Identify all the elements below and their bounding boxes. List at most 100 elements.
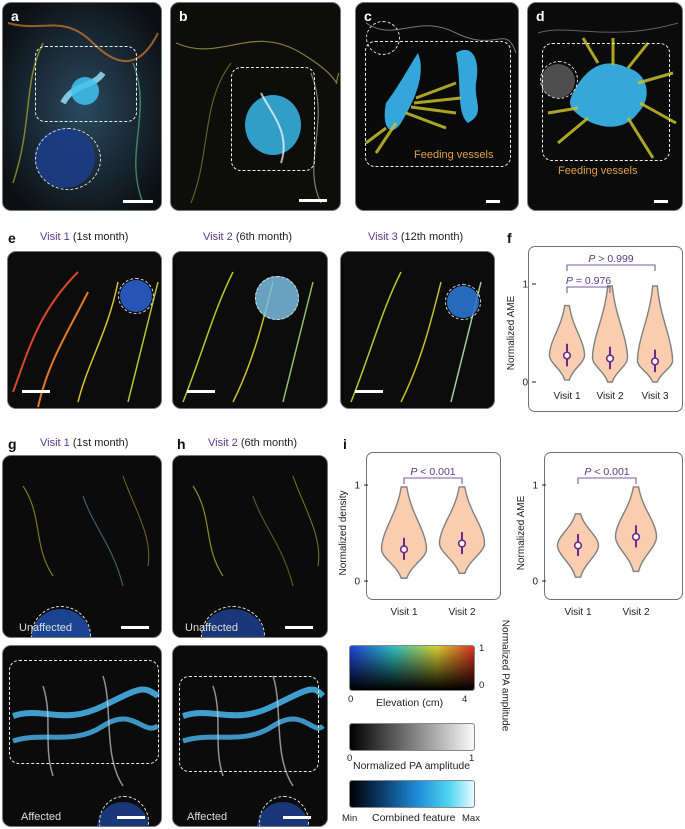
roi-circle-a [35,128,101,190]
roi-circle-c [366,21,400,55]
unaffected-label-g: Unaffected [19,622,73,634]
combined-min: Min [342,813,358,824]
vessel-map-e3 [341,252,494,408]
roi-circle-e3 [445,284,481,320]
visit1-label-g: Visit 1 (1st month) [40,437,129,449]
panel-g-unaffected-image: Unaffected [2,455,162,638]
panel-c-image: Feeding vessels c [355,2,519,211]
p-value-label: P > 0.999 [588,253,633,265]
combined-colorbar [349,780,475,808]
affected-label-h: Affected [187,811,228,823]
vessel-map-c [356,3,518,210]
roi-box-h-affected [179,676,319,772]
scale-bar-e3 [355,390,383,393]
median-point [562,351,572,360]
y-tick-label: 1 [522,280,528,291]
feeding-vessels-label-c: Feeding vessels [414,149,494,161]
vessel-map-g-unaffected [3,456,161,637]
scale-bar-e1 [22,390,50,393]
roi-box-d [542,43,670,161]
x-tick-label: Visit 2 [622,607,649,618]
vessel-map-e2 [173,252,327,408]
combined-max: Max [462,813,480,824]
y-axis-label: Normalized AME [506,295,517,370]
x-tick-label: Visit 2 [596,391,623,402]
pa-side-top: 1 [479,643,485,654]
roi-box-b [231,67,315,171]
chart-f: Normalized AME 0 1 Visit 1 Visit 2 Visit 3 P =… [506,253,674,402]
median-point [650,357,660,366]
scale-bar-g2 [117,816,145,819]
panel-e1-image [7,251,162,409]
roi-circle-e2 [255,276,299,320]
panel-h-unaffected-image: Unaffected [172,455,328,638]
panel-g-affected-image: Affected [2,645,162,827]
significance-bracket [566,286,611,293]
x-tick-label: Visit 1 [564,607,591,618]
chart-i-right: Normalized AME 0 1 Visit 1 Visit 2 P < 0.001 [516,466,658,618]
x-tick-label: Visit 2 [448,607,475,618]
y-axis-label: Normalized AME [516,495,527,570]
roi-circle-e1 [118,278,154,314]
y-tick-label: 0 [354,577,360,588]
feeding-vessels-label-d: Feeding vessels [558,165,638,177]
pa-side-title: Normalized PA amplitude [499,619,511,732]
panel-label-g: g [8,436,17,452]
x-tick-label: Visit 1 [390,607,417,618]
violin [591,285,629,383]
scale-bar-c [486,200,500,203]
scale-bar-e2 [187,390,215,393]
p-value-label: P < 0.001 [410,466,455,478]
y-tick-label: 0 [522,378,528,389]
violin [548,304,586,381]
panel-e2-image [172,251,328,409]
roi-box-g-affected [9,660,159,764]
y-tick-label: 1 [532,481,538,492]
panel-e3-image [340,251,495,409]
roi-circle-d [540,61,578,99]
x-tick-label: Visit 3 [641,391,668,402]
y-tick-label: 0 [532,577,538,588]
visit2-label-e: Visit 2 (6th month) [203,231,293,243]
scale-bar-h2 [283,816,311,819]
pa-min: 0 [347,753,353,764]
roi-box-c [365,41,511,167]
chart-i-left: Normalized density 0 1 Visit 1 Visit 2 P < 0.… [338,466,486,618]
violin [438,486,486,575]
violin [636,285,674,383]
violin [380,486,428,579]
panel-label-b: b [179,8,188,24]
vessel-map-b [171,3,340,210]
elevation-max: 4 [462,694,468,705]
panel-b-image: b [170,2,341,211]
panel-label-c: c [364,8,372,24]
panel-label-i: i [343,436,347,452]
panel-a-image: a [2,2,162,211]
scale-bar-d [654,200,668,203]
pa-label: Normalized PA amplitude [353,760,471,772]
y-axis-label: Normalized density [338,490,349,575]
y-tick-label: 1 [354,481,360,492]
visit2-label-h: Visit 2 (6th month) [208,437,298,449]
combined-label: Combined feature [372,812,456,824]
significance-bracket [566,264,656,271]
pa-side-bottom: 0 [479,680,485,691]
elevation-min: 0 [348,694,354,705]
p-value-label: P = 0.976 [566,275,611,287]
scale-bar-b [299,199,327,202]
scale-bar-a [123,200,153,203]
panel-label-e: e [8,230,16,246]
roi-box-a [35,46,137,122]
vessel-map-e1 [8,252,161,408]
elevation-label: Elevation (cm) [376,697,444,709]
chart-i-right-frame [544,452,683,600]
p-value-label: P < 0.001 [584,466,629,478]
median-point [573,541,583,550]
scale-bar-h1 [285,626,313,629]
panel-label-d: d [536,8,545,24]
affected-label-g: Affected [21,811,62,823]
scale-bar-g1 [121,626,149,629]
median-point [605,354,615,363]
panel-label-h: h [177,436,186,452]
significance-bracket [403,477,463,484]
